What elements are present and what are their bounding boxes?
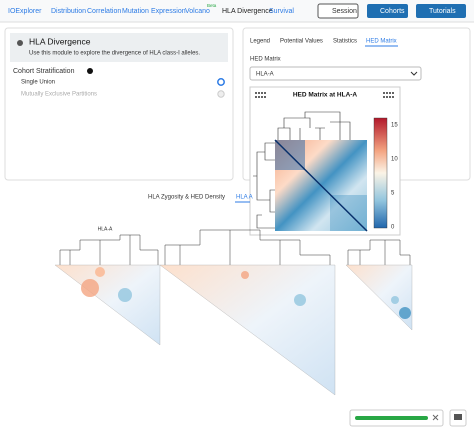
bubble <box>294 294 306 306</box>
tab[interactable]: HLA Zygosity & HED Density <box>148 195 225 201</box>
nav-link[interactable]: Distribution <box>51 8 86 15</box>
button-label: Session <box>332 8 357 15</box>
nav-link[interactable]: Correlation <box>87 8 121 15</box>
tab-active[interactable]: HED Matrix <box>366 39 397 45</box>
nav-link[interactable]: Volcano <box>185 8 210 15</box>
bubble <box>81 279 99 297</box>
dendrogram <box>347 239 411 265</box>
tab[interactable]: Legend <box>250 39 270 45</box>
tab[interactable]: Potential Values <box>280 39 323 45</box>
colorbar-tick: 5 <box>391 191 395 197</box>
dendrogram-left <box>253 142 275 229</box>
info-icon[interactable] <box>87 68 93 74</box>
tab[interactable]: Statistics <box>333 39 357 45</box>
module-header <box>10 33 228 62</box>
cohorts-button[interactable] <box>367 4 408 18</box>
triangle-heatmap <box>345 264 413 331</box>
option-label[interactable]: Single Union <box>21 80 55 86</box>
bubble <box>118 288 132 302</box>
dendrogram-top <box>277 111 351 140</box>
radio-selected[interactable] <box>217 78 225 86</box>
plot-toolbar[interactable] <box>255 92 394 98</box>
colorbar-tick: 15 <box>391 123 398 129</box>
chat-icon <box>454 414 462 420</box>
bubble <box>95 267 105 277</box>
module-icon <box>17 40 23 46</box>
module-description: Use this module to explore the divergenc… <box>29 51 200 57</box>
bubble <box>391 296 399 304</box>
module-title: HLA Divergence <box>29 36 91 46</box>
colorbar <box>373 117 388 229</box>
tab-active[interactable]: HLA A <box>236 195 253 201</box>
bubble <box>241 271 249 279</box>
triangle-heatmap <box>159 264 336 396</box>
field-label: HED Matrix <box>250 57 281 63</box>
locus-label: HLA-A <box>98 226 113 232</box>
nav-link[interactable]: Expression <box>151 8 186 15</box>
nav-link[interactable]: Mutation <box>122 8 149 15</box>
progress-bar <box>355 416 428 420</box>
select[interactable] <box>249 66 422 81</box>
heatmap-diagonal <box>274 139 368 232</box>
radio[interactable] <box>217 90 225 98</box>
module-card <box>4 27 234 181</box>
button-label: Cohorts <box>380 8 405 15</box>
select-value: HLA-A <box>256 72 274 78</box>
nav-link[interactable]: Survival <box>269 8 294 15</box>
option-label[interactable]: Mutually Exclusive Partitions <box>21 92 97 98</box>
dendrogram <box>164 229 331 265</box>
bubble <box>399 307 411 319</box>
beta-badge: Beta <box>207 3 217 8</box>
stratification-label: Cohort Stratification <box>13 68 75 75</box>
dendrogram <box>59 234 159 265</box>
session-button[interactable] <box>317 3 359 19</box>
nav-link-active[interactable]: HLA Divergence <box>222 8 273 15</box>
select-caret <box>410 71 418 76</box>
button-label: Tutorials <box>429 8 456 15</box>
plot-title: HED Matrix at HLA-A <box>293 92 358 99</box>
colorbar-tick: 10 <box>391 157 398 163</box>
tutorials-button[interactable] <box>416 4 466 18</box>
colorbar-tick: 0 <box>391 225 395 231</box>
toast-close[interactable] <box>432 414 439 421</box>
triangle-heatmap <box>54 264 161 346</box>
brand[interactable]: IOExplorer <box>8 8 42 15</box>
